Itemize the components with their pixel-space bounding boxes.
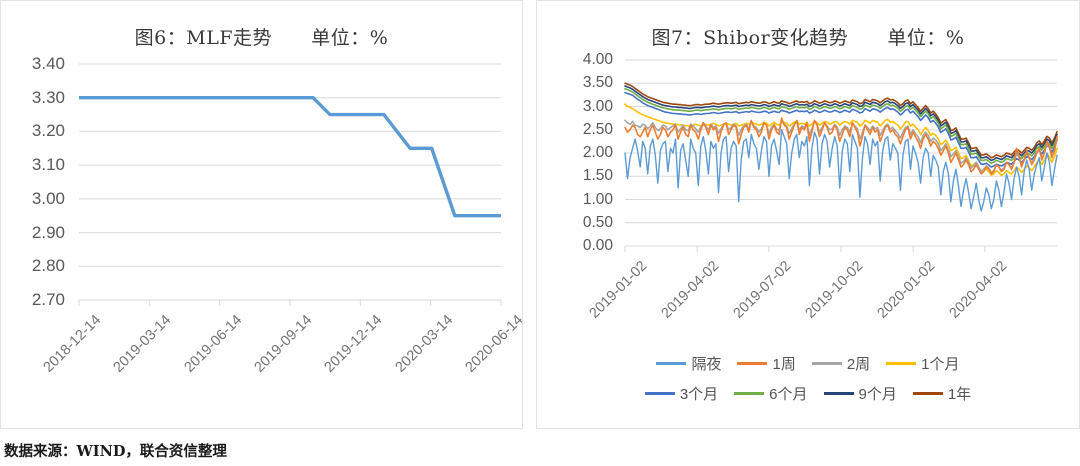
chart-panel-shibor: 图7：Shibor变化趋势 单位：% 4.00 3.50 3.00 2.50 2.00 1… <box>536 0 1080 429</box>
legend-label: 隔夜 <box>691 356 722 373</box>
chart-title-mlf: 图6：MLF走势 单位：% <box>134 27 389 49</box>
legend-label: 9个月 <box>858 386 897 403</box>
shibor-legend: 隔夜 1周 2周 1个月 3个月 6个月 9个月 1年 <box>537 353 1079 413</box>
mlf-plot-area: 3.40 3.30 3.20 3.10 3.00 2.90 2.80 2.70 2018-12… <box>1 50 526 390</box>
legend-item[interactable]: 1个月 <box>886 353 960 374</box>
chart-panel-mlf: 图6：MLF走势 单位：% 3.40 3.30 3.20 3.10 3.00 2.90 2.… <box>0 0 526 429</box>
legend-item[interactable]: 6个月 <box>734 383 808 404</box>
legend-item[interactable]: 2周 <box>811 353 871 374</box>
legend-color-swatch <box>734 392 765 395</box>
data-source-note: 数据来源：WIND，联合资信整理 <box>4 443 227 460</box>
legend-label: 1年 <box>947 386 972 403</box>
legend-color-swatch <box>912 392 943 395</box>
legend-item[interactable]: 1周 <box>737 353 796 374</box>
legend-color-swatch <box>811 362 842 365</box>
legend-label: 1周 <box>772 356 796 373</box>
legend-item[interactable]: 隔夜 <box>656 353 721 374</box>
shibor-chart-svg <box>624 59 1058 252</box>
shibor-plot-area: 4.00 3.50 3.00 2.50 2.00 1.50 1.00 0.50 0.00 201… <box>537 50 1079 322</box>
charts-row: 图6：MLF走势 单位：% 3.40 3.30 3.20 3.10 3.00 2.90 2.… <box>0 0 1080 429</box>
legend-row: 3个月 6个月 9个月 1年 <box>567 383 1049 404</box>
legend-color-swatch <box>886 362 917 365</box>
legend-color-swatch <box>644 392 675 395</box>
legend-item[interactable]: 1年 <box>912 383 972 404</box>
legend-color-swatch <box>737 362 768 365</box>
legend-row: 隔夜 1周 2周 1个月 <box>567 353 1049 374</box>
legend-label: 6个月 <box>769 386 808 403</box>
legend-item[interactable]: 3个月 <box>644 383 719 404</box>
legend-item[interactable]: 9个月 <box>823 383 897 404</box>
chart-title-shibor: 图7：Shibor变化趋势 单位：% <box>651 27 965 49</box>
legend-label: 1个月 <box>921 356 960 373</box>
legend-label: 2周 <box>846 356 871 373</box>
legend-color-swatch <box>823 392 854 395</box>
legend-color-swatch <box>656 362 687 365</box>
mlf-chart-svg <box>78 63 502 306</box>
legend-label: 3个月 <box>679 386 719 403</box>
